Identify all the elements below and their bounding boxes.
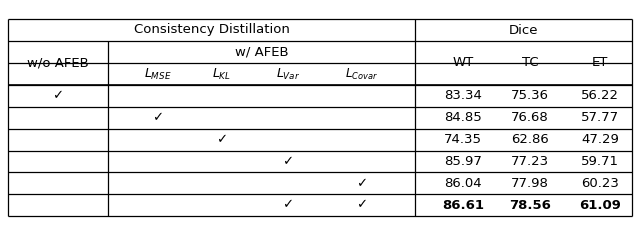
Text: 85.97: 85.97 — [444, 155, 482, 168]
Text: 75.36: 75.36 — [511, 89, 549, 102]
Text: 60.23: 60.23 — [581, 177, 619, 190]
Text: Dice: Dice — [509, 24, 538, 36]
Text: 83.34: 83.34 — [444, 89, 482, 102]
Text: w/o AFEB: w/o AFEB — [27, 57, 89, 70]
Text: 86.61: 86.61 — [442, 199, 484, 212]
Text: Consistency Distillation: Consistency Distillation — [134, 24, 289, 36]
Text: ✓: ✓ — [52, 89, 63, 102]
Text: 77.98: 77.98 — [511, 177, 549, 190]
Text: 86.04: 86.04 — [444, 177, 482, 190]
Text: 62.86: 62.86 — [511, 133, 549, 146]
Text: ✓: ✓ — [282, 155, 294, 168]
Text: 57.77: 57.77 — [581, 111, 619, 124]
Text: ✓: ✓ — [356, 177, 367, 190]
Text: ✓: ✓ — [356, 199, 367, 212]
Text: 56.22: 56.22 — [581, 89, 619, 102]
Text: $L_{Covar}$: $L_{Covar}$ — [346, 67, 378, 82]
Text: 84.85: 84.85 — [444, 111, 482, 124]
Text: TC: TC — [522, 57, 538, 70]
Text: 61.09: 61.09 — [579, 199, 621, 212]
Text: w/ AFEB: w/ AFEB — [235, 46, 288, 58]
Text: 47.29: 47.29 — [581, 133, 619, 146]
Text: $L_{KL}$: $L_{KL}$ — [212, 67, 232, 82]
Text: $L_{Var}$: $L_{Var}$ — [276, 67, 300, 82]
Text: WT: WT — [452, 57, 474, 70]
Text: 74.35: 74.35 — [444, 133, 482, 146]
Text: 76.68: 76.68 — [511, 111, 549, 124]
Text: ET: ET — [592, 57, 608, 70]
Text: $L_{MSE}$: $L_{MSE}$ — [144, 67, 172, 82]
Text: ✓: ✓ — [216, 133, 228, 146]
Text: ✓: ✓ — [152, 111, 164, 124]
Text: 59.71: 59.71 — [581, 155, 619, 168]
Text: 77.23: 77.23 — [511, 155, 549, 168]
Text: 78.56: 78.56 — [509, 199, 551, 212]
Text: ✓: ✓ — [282, 199, 294, 212]
